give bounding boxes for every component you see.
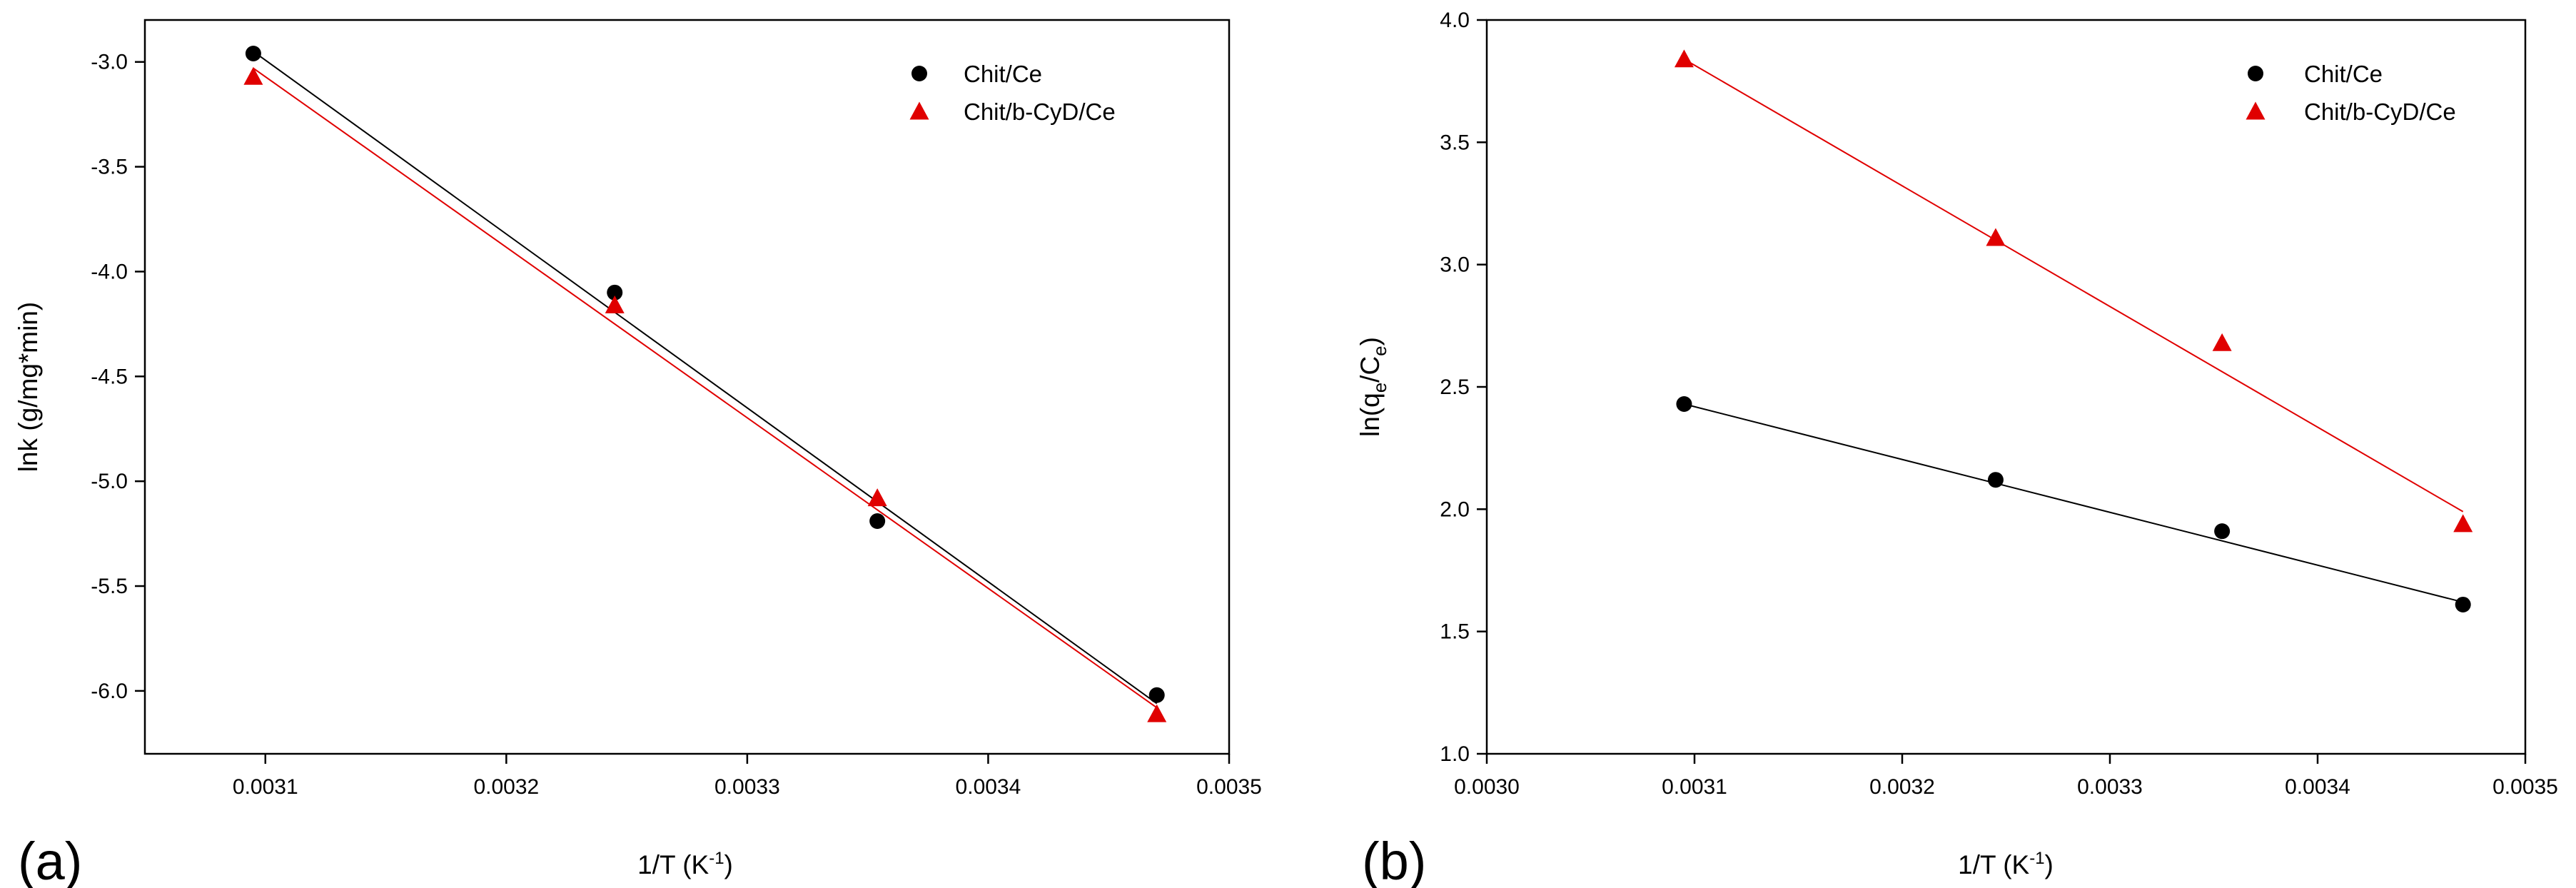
chart-b-x-tick-label: 0.0035 [2492, 775, 2558, 799]
chart-b-y-tick-label: 2.5 [1440, 375, 1470, 399]
chart-a-point-chit-ce [245, 45, 261, 61]
chart-b-x-axis-title: 1/T (K-1) [1958, 849, 2054, 879]
chart-a-y-tick-label: -5.0 [91, 470, 128, 493]
chart-b-y-axis-title: ln(qe/Ce) [1355, 337, 1390, 437]
chart-a-x-tick-label: 0.0032 [473, 775, 539, 799]
chart-b-fit-lines [1683, 58, 2464, 603]
chart-a-y-tick-label: -5.5 [91, 575, 128, 598]
chart-a-legend-label-chit-bcyd-ce: Chit/b-CyD/Ce [964, 99, 1116, 125]
chart-b-y-tick-label: 3.0 [1440, 253, 1470, 277]
chart-a-x-tick-label: 0.0031 [233, 775, 298, 799]
chart-b-legend: Chit/Ce Chit/b-CyD/Ce [2246, 61, 2456, 125]
chart-b-x-axis-title-text: 1/T (K [1958, 850, 2029, 879]
chart-a-y-tick-label: -3.0 [91, 51, 128, 74]
chart-b-panel-label: (b) [1362, 832, 1426, 888]
chart-a-point-chit-bcyd-ce [1147, 704, 1167, 722]
chart-b-ticks: 0.0030 0.0031 0.0032 0.0033 0.0034 0.0035 1.0 1… [1440, 9, 2558, 799]
chart-a-fit-line-chit-ce [253, 51, 1158, 705]
chart-a-plot-frame [143, 19, 1231, 755]
chart-b-point-chit-ce [1987, 472, 2004, 488]
chart-a-fit-lines [253, 51, 1158, 709]
chart-a-panel-label: (a) [18, 832, 82, 888]
chart-a-x-axis-title: 1/T (K-1) [637, 849, 733, 879]
chart-a-y-tick-label: -6.0 [91, 680, 128, 703]
chart-b-point-chit-bcyd-ce [2212, 333, 2232, 351]
chart-a-legend-marker-chit-bcyd-ce [909, 101, 929, 120]
chart-a-point-chit-bcyd-ce [867, 488, 887, 507]
chart-a-fit-line-chit-bcyd-ce [253, 67, 1158, 709]
chart-a-x-axis-title-text: 1/T (K [637, 850, 709, 879]
chart-b-y-axis-title-main: ln(q [1355, 393, 1385, 437]
chart-b-fit-line-chit-bcyd-ce [1683, 58, 2464, 513]
chart-panel-a: 0.0031 0.0032 0.0033 0.0034 0.0035 -3.0 -3.5 -4… [14, 19, 1262, 888]
chart-b-x-tick-label: 0.0031 [1662, 775, 1727, 799]
chart-a-point-chit-ce [607, 284, 623, 301]
chart-b-point-chit-ce [2455, 596, 2471, 612]
chart-b-legend-label-chit-ce: Chit/Ce [2304, 61, 2383, 87]
chart-b-point-chit-bcyd-ce [2453, 514, 2473, 533]
chart-a-legend-marker-chit-ce [911, 66, 927, 81]
chart-a-ticks: 0.0031 0.0032 0.0033 0.0034 0.0035 -3.0 -3.5 -4… [91, 51, 1262, 799]
chart-b-x-axis-title-end: ) [2045, 850, 2054, 879]
chart-a-data-points [243, 45, 1167, 722]
chart-b-point-chit-bcyd-ce [1674, 49, 1694, 68]
chart-a-x-axis-title-end: ) [724, 850, 733, 879]
chart-a-point-chit-ce [869, 513, 886, 529]
chart-b-y-axis-title-sub1: e [1369, 383, 1390, 393]
chart-b-point-chit-bcyd-ce [1986, 228, 2006, 246]
chart-panel-b: 0.0030 0.0031 0.0032 0.0033 0.0034 0.0035 1.0 1… [1355, 9, 2558, 888]
chart-a-x-axis-title-sup: -1 [709, 849, 724, 868]
chart-b-x-tick-label: 0.0034 [2285, 775, 2350, 799]
chart-b-y-tick-label: 3.5 [1440, 131, 1470, 154]
chart-b-y-axis-title-end: ) [1355, 337, 1385, 345]
chart-b-point-chit-ce [2214, 523, 2231, 540]
chart-b-y-axis-title-sub2: e [1369, 345, 1390, 355]
chart-b-x-axis-title-sup: -1 [2029, 849, 2044, 868]
chart-b-legend-marker-chit-bcyd-ce [2246, 101, 2266, 120]
chart-a-point-chit-bcyd-ce [605, 295, 625, 313]
chart-b-y-tick-label: 2.0 [1440, 498, 1470, 521]
chart-a-legend: Chit/Ce Chit/b-CyD/Ce [909, 61, 1116, 125]
chart-a-point-chit-bcyd-ce [243, 66, 263, 85]
chart-b-point-chit-ce [1676, 395, 1692, 412]
chart-b-x-tick-label: 0.0033 [2077, 775, 2143, 799]
chart-b-y-tick-label: 1.5 [1440, 620, 1470, 644]
chart-a-y-tick-label: -4.0 [91, 260, 128, 283]
chart-b-x-tick-label: 0.0032 [1869, 775, 1935, 799]
chart-b-y-tick-label: 4.0 [1440, 9, 1470, 32]
chart-a-y-axis-title: lnk (g/mg*min) [14, 302, 43, 473]
chart-a-x-tick-label: 0.0034 [956, 775, 1021, 799]
chart-b-y-axis-title-mid: /C [1355, 356, 1385, 383]
chart-b-data-points [1674, 49, 2473, 612]
chart-b-plot-frame [1485, 19, 2527, 755]
chart-a-y-tick-label: -3.5 [91, 156, 128, 179]
chart-a-x-tick-label: 0.0035 [1196, 775, 1262, 799]
chart-b-legend-label-chit-bcyd-ce: Chit/b-CyD/Ce [2304, 99, 2456, 125]
chart-a-y-tick-label: -4.5 [91, 365, 128, 388]
chart-a-legend-label-chit-ce: Chit/Ce [964, 61, 1042, 87]
chart-b-y-tick-label: 1.0 [1440, 742, 1470, 766]
chart-b-fit-line-chit-ce [1684, 403, 2463, 603]
chart-a-x-tick-label: 0.0033 [714, 775, 780, 799]
chart-b-legend-marker-chit-ce [2248, 66, 2263, 81]
chart-b-x-tick-label: 0.0030 [1454, 775, 1520, 799]
chart-a-point-chit-ce [1148, 687, 1165, 703]
